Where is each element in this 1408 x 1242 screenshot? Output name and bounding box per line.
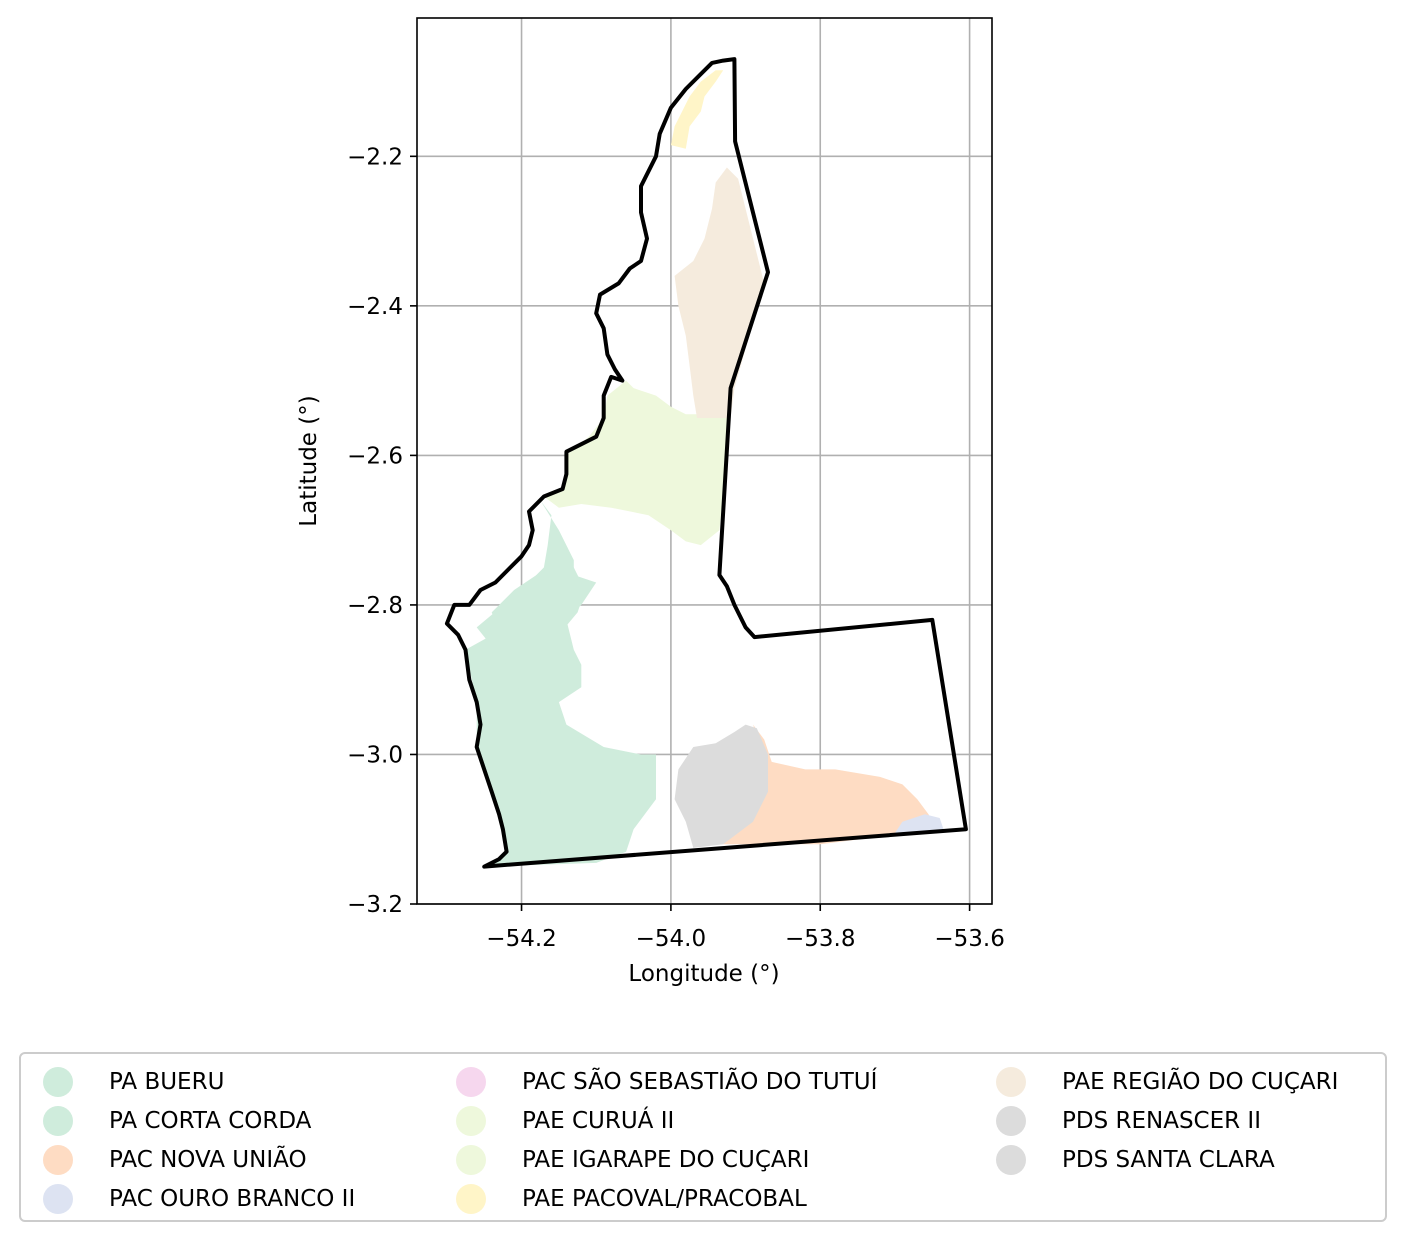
legend-label: PAE IGARAPE DO CUÇARI <box>522 1146 810 1173</box>
legend-label: PAC OURO BRANCO II <box>109 1185 356 1212</box>
legend-item: PDS RENASCER II <box>978 1101 1338 1140</box>
legend-swatch <box>43 1105 73 1136</box>
x-tick-label: −54.0 <box>636 926 706 952</box>
y-tick-label: −3.0 <box>347 742 403 768</box>
legend-label: PA BUERU <box>109 1068 225 1095</box>
legend-column: PAE REGIÃO DO CUÇARI PDS RENASCER II PDS S… <box>978 1062 1338 1179</box>
x-tick-label: −54.2 <box>486 926 556 952</box>
legend-label: PDS RENASCER II <box>1062 1107 1261 1134</box>
region-pa-corta-corda <box>476 500 656 863</box>
region-pae-pacoval-pracobal <box>670 70 724 149</box>
legend-swatch <box>43 1066 73 1097</box>
municipality-boundary <box>444 57 968 869</box>
x-axis-label: Longitude (°) <box>628 961 779 987</box>
legend-item: PAE CURUÁ II <box>438 1101 877 1140</box>
legend-item: PAE PACOVAL/PRACOBAL <box>438 1179 877 1218</box>
legend-swatch <box>996 1105 1026 1136</box>
legend-item: PA CORTA CORDA <box>25 1101 355 1140</box>
legend-item: PAC SÃO SEBASTIÃO DO TUTUÍ <box>438 1062 877 1101</box>
legend-swatch <box>456 1144 486 1175</box>
legend-item: PAC OURO BRANCO II <box>25 1179 355 1218</box>
legend-label: PAE PACOVAL/PRACOBAL <box>522 1185 807 1212</box>
legend-swatch <box>456 1183 486 1214</box>
legend-column: PA BUERU PA CORTA CORDA PAC NOVA UNIÃO PAC … <box>25 1062 355 1218</box>
region-pds-renascer-ii <box>674 724 768 848</box>
legend-label: PAC NOVA UNIÃO <box>109 1146 307 1173</box>
x-tick-label: −53.6 <box>934 926 1004 952</box>
axes-frame <box>416 17 993 905</box>
legend-swatch <box>456 1105 486 1136</box>
y-tick-label: −2.6 <box>347 443 403 469</box>
legend-swatch <box>996 1144 1026 1175</box>
boundary <box>444 57 968 869</box>
legend-item: PAE REGIÃO DO CUÇARI <box>978 1062 1338 1101</box>
x-tick-label: −53.8 <box>785 926 855 952</box>
legend-item: PAE IGARAPE DO CUÇARI <box>438 1140 877 1179</box>
legend-item: PAC NOVA UNIÃO <box>25 1140 355 1179</box>
legend-swatch <box>43 1183 73 1214</box>
legend-label: PAE REGIÃO DO CUÇARI <box>1062 1068 1339 1095</box>
ticks: −54.2 −54.0 −53.8 −53.6 −2.2 −2.4 −2.6 −2.8 −3.0… <box>347 144 1005 952</box>
map-figure: −54.2 −54.0 −53.8 −53.6 −2.2 −2.4 −2.6 −2.8 −3.0… <box>296 17 1005 987</box>
legend-swatch <box>456 1066 486 1097</box>
y-axis-label: Latitude (°) <box>296 395 322 526</box>
legend-item: PA BUERU <box>25 1062 355 1101</box>
legend: PA BUERU PA CORTA CORDA PAC NOVA UNIÃO PAC … <box>19 1052 1387 1222</box>
legend-label: PDS SANTA CLARA <box>1062 1146 1275 1173</box>
legend-column: PAC SÃO SEBASTIÃO DO TUTUÍ PAE CURUÁ II PA… <box>438 1062 877 1218</box>
legend-item: PDS SANTA CLARA <box>978 1140 1338 1179</box>
legend-label: PA CORTA CORDA <box>109 1107 312 1134</box>
y-tick-label: −2.2 <box>347 144 403 170</box>
legend-label: PAE CURUÁ II <box>522 1107 675 1134</box>
region-pac-ouro-branco-ii <box>894 814 944 833</box>
y-tick-label: −2.4 <box>347 294 403 320</box>
legend-swatch <box>43 1144 73 1175</box>
legend-swatch <box>996 1066 1026 1097</box>
region-pac-nova-uniao <box>723 724 933 845</box>
y-tick-label: −2.8 <box>347 593 403 619</box>
y-tick-label: −3.2 <box>347 892 403 918</box>
region-pae-curua-ii <box>543 380 731 546</box>
legend-label: PAC SÃO SEBASTIÃO DO TUTUÍ <box>522 1068 878 1095</box>
